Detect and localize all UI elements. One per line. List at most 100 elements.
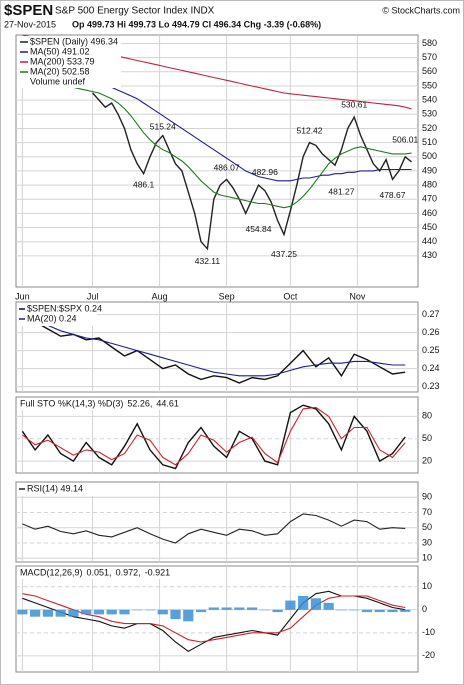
x-tick-label: Oct <box>283 291 298 301</box>
panel-frame <box>15 565 419 673</box>
legend-box <box>17 398 184 410</box>
date: 27-Nov-2015 <box>4 19 56 29</box>
histogram-bar <box>208 607 219 610</box>
histogram-bar <box>42 609 54 617</box>
legend-entry: MA(20) 502.58 <box>30 66 90 76</box>
histogram-bar <box>183 609 194 622</box>
y-tick-label: 30 <box>422 537 432 547</box>
histogram-bar <box>323 602 334 610</box>
histogram-bar <box>68 609 79 617</box>
price-annotation: 454.84 <box>245 224 271 234</box>
price-annotation: 506.01 <box>392 134 418 144</box>
legend-entry: MA(200) 533.79 <box>30 56 95 66</box>
y-tick-label: 70 <box>422 507 432 517</box>
panel-title: Full STO %K(14,3) %D(3) <box>20 398 123 408</box>
y-tick-label: 0.25 <box>422 345 440 355</box>
histogram-bar <box>374 609 385 613</box>
price-annotation: 515.24 <box>150 121 176 131</box>
histogram-bar <box>55 609 66 617</box>
y-tick-label: 0 <box>422 604 427 614</box>
histogram-bar <box>195 609 207 613</box>
histogram-bar <box>298 595 309 610</box>
y-tick-label: 90 <box>422 492 432 502</box>
y-tick-label: 580 <box>422 38 437 48</box>
y-tick-label: 430 <box>422 250 437 260</box>
y-tick-label: -20 <box>422 650 435 660</box>
histogram-bar <box>310 598 322 610</box>
y-tick-label: 0.24 <box>422 363 440 373</box>
legend-entry: $SPEN (Daily) 496.34 <box>30 36 118 46</box>
histogram-bar <box>234 607 245 610</box>
y-tick-label: 10 <box>422 581 432 591</box>
x-tick-label: Jun <box>15 291 30 301</box>
legend-entry: RSI(14) 49.14 <box>27 483 83 493</box>
y-tick-label: 80 <box>422 411 432 421</box>
y-tick-label: 0.26 <box>422 327 440 337</box>
legend-entry: -0.921 <box>145 567 171 577</box>
histogram-bar <box>285 600 296 610</box>
histogram-bar <box>221 607 232 610</box>
histogram-bar <box>30 609 41 617</box>
histogram-bar <box>259 609 270 611</box>
series-line <box>22 406 406 466</box>
price-annotation: 482.96 <box>252 167 278 177</box>
symbol: $SPEN <box>4 2 53 19</box>
x-tick-label: Jul <box>87 291 99 301</box>
y-tick-label: 560 <box>422 66 437 76</box>
histogram-bar <box>17 609 28 615</box>
histogram-bar <box>336 609 347 611</box>
y-tick-label: 450 <box>422 222 437 232</box>
panel-title: MACD(12,26,9) <box>20 567 83 577</box>
y-tick-label: 0.23 <box>422 381 440 391</box>
histogram-bar <box>157 609 168 615</box>
y-tick-label: 510 <box>422 137 437 147</box>
legend-entry: MA(50) 491.02 <box>30 46 90 56</box>
histogram-bar <box>170 609 181 619</box>
histogram-bar <box>387 609 398 613</box>
legend-entry: 52.26, <box>127 398 152 408</box>
series-line <box>22 513 406 544</box>
y-tick-label: 570 <box>422 52 437 62</box>
y-tick-label: 500 <box>422 151 437 161</box>
y-tick-label: 480 <box>422 179 437 189</box>
series-line <box>21 404 406 470</box>
histogram-bar <box>119 609 130 615</box>
y-tick-label: 460 <box>422 208 437 218</box>
legend-box <box>17 36 121 88</box>
histogram-bar <box>272 609 283 613</box>
y-tick-label: 50 <box>422 522 432 532</box>
y-tick-label: 10 <box>422 553 432 563</box>
histogram-bar <box>400 609 411 612</box>
x-tick-label: Aug <box>152 291 168 301</box>
y-tick-label: 50 <box>422 433 432 443</box>
x-tick-label: Sep <box>219 291 235 301</box>
y-tick-label: 550 <box>422 80 437 90</box>
y-tick-label: 490 <box>422 165 437 175</box>
legend-box <box>17 567 176 579</box>
legend-entry: 0.972, <box>116 567 141 577</box>
price-annotation: 478.67 <box>379 190 405 200</box>
legend-box <box>17 483 97 496</box>
price-annotation: 512.42 <box>297 125 323 135</box>
x-tick-label: Nov <box>349 291 366 301</box>
y-tick-label: 20 <box>422 455 432 465</box>
copyright: © StockCharts.com <box>382 5 460 15</box>
y-tick-label: 0.27 <box>422 309 440 319</box>
histogram-bar <box>93 609 105 615</box>
series-line <box>22 317 406 384</box>
histogram-bar <box>106 609 117 615</box>
legend-entry: $SPEN:$SPX 0.24 <box>27 303 102 313</box>
series-line <box>22 593 406 643</box>
y-tick-label: 530 <box>422 109 437 119</box>
quote: Op 499.73 Hi 499.73 Lo 494.79 Cl 496.34 … <box>72 19 321 29</box>
histogram-bar <box>132 609 143 611</box>
price-annotation: 481.27 <box>328 187 354 197</box>
series-line <box>22 315 406 377</box>
histogram-bar <box>361 609 373 613</box>
legend-entry: 0.051, <box>87 567 112 577</box>
series-line <box>22 64 412 209</box>
price-annotation: 486.1 <box>133 180 155 190</box>
legend-entry: 44.61 <box>156 398 179 408</box>
index-name: S&P 500 Energy Sector Index INDX <box>55 6 215 17</box>
